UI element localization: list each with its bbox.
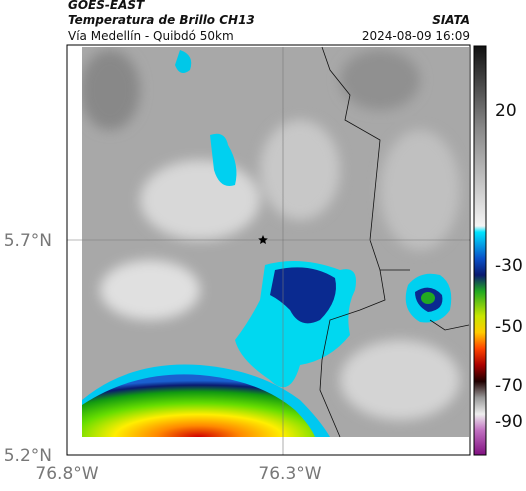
lon-label: 76.3°W	[258, 464, 321, 484]
colorbar: 20 -30 -50 -70 -90	[473, 45, 523, 456]
lat-label: 5.7°N	[4, 231, 52, 251]
colorbar-tick: 20	[495, 101, 517, 121]
product: Temperatura de Brillo CH13	[68, 13, 255, 27]
lat-label: 5.2°N	[4, 446, 52, 466]
satellite: GOES-EAST	[68, 0, 145, 12]
colorbar-tick: -30	[495, 256, 523, 276]
source: SIATA	[432, 13, 470, 27]
satellite-image	[66, 44, 471, 456]
colorbar-tick: -70	[495, 376, 523, 396]
colorbar-tick: -90	[495, 412, 523, 432]
colorbar-tick: -50	[495, 317, 523, 337]
route: Vía Medellín - Quibdó 50km	[68, 29, 234, 43]
lon-label: 76.8°W	[35, 464, 98, 484]
timestamp: 2024-08-09 16:09	[362, 29, 470, 43]
